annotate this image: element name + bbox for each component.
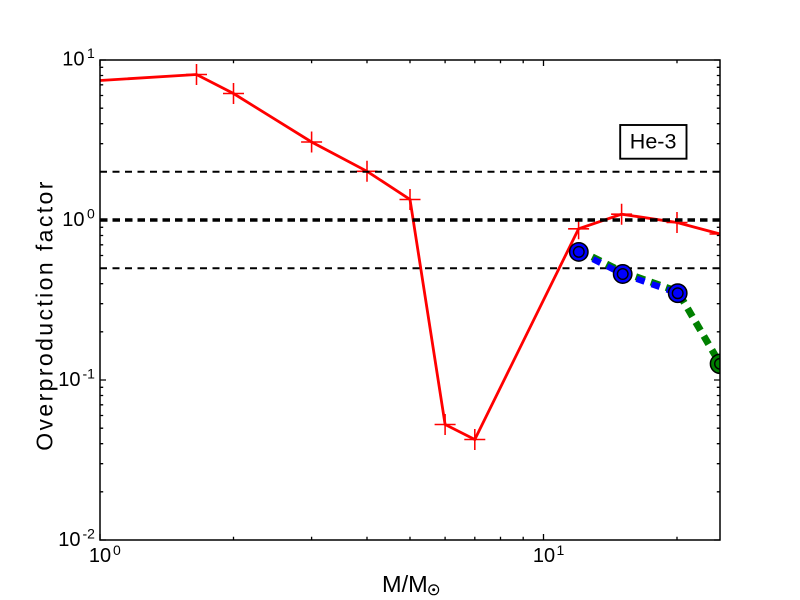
- svg-text:10: 10: [58, 529, 80, 551]
- svg-text:10: 10: [58, 369, 80, 391]
- svg-text:Overproduction factor: Overproduction factor: [32, 179, 58, 451]
- svg-text:1: 1: [87, 45, 95, 61]
- svg-text:1: 1: [557, 542, 565, 558]
- svg-text:-1: -1: [83, 366, 96, 382]
- svg-text:0: 0: [87, 206, 95, 222]
- svg-text:10: 10: [62, 209, 84, 231]
- svg-text:0: 0: [113, 542, 121, 558]
- svg-text:10: 10: [533, 545, 555, 567]
- svg-text:He-3: He-3: [630, 130, 677, 154]
- svg-text:-2: -2: [83, 526, 96, 542]
- svg-text:10: 10: [89, 545, 111, 567]
- svg-text:M/M: M/M: [382, 571, 428, 597]
- svg-text:10: 10: [62, 48, 84, 70]
